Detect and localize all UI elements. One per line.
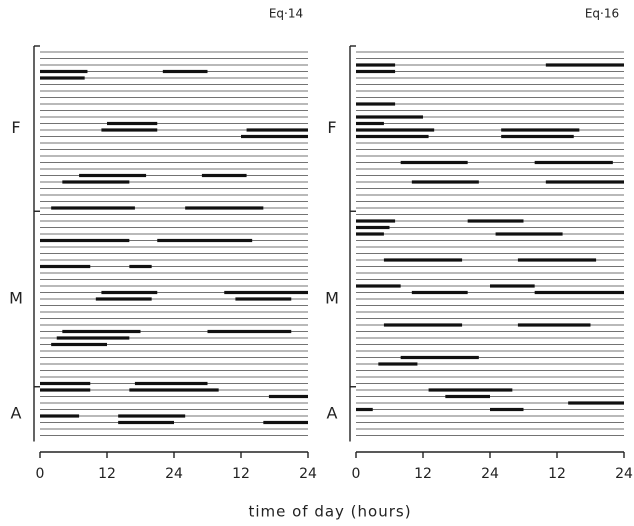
panel-title: Eq·14: [269, 7, 303, 21]
activity-bar: [383, 258, 463, 262]
activity-bar: [134, 381, 208, 386]
activity-bar: [383, 323, 463, 327]
month-label: F: [11, 118, 20, 137]
activity-bar: [356, 284, 401, 288]
activity-bar: [162, 69, 208, 74]
activity-bar: [246, 128, 308, 132]
activity-bar: [356, 225, 390, 230]
x-tick-label: 12: [414, 466, 432, 482]
activity-bar: [157, 238, 253, 243]
activity-bar: [467, 219, 524, 223]
activity-bar: [545, 63, 624, 67]
activity-bar: [268, 394, 308, 399]
activity-bar: [356, 134, 429, 139]
month-label: A: [11, 404, 22, 423]
activity-bar: [378, 362, 418, 366]
activity-bar: [129, 388, 219, 392]
activity-bar: [411, 180, 479, 184]
x-tick-label: 24: [481, 466, 499, 482]
activity-bar: [501, 128, 580, 132]
x-tick-label: 24: [299, 466, 317, 482]
activity-bar: [517, 323, 591, 327]
activity-bar: [224, 290, 308, 295]
x-tick-label: 12: [548, 466, 566, 482]
activity-bar: [241, 134, 308, 139]
activity-bar: [118, 420, 174, 425]
activity-bar: [356, 102, 396, 106]
activity-bar: [501, 134, 574, 139]
activity-bar: [62, 180, 130, 184]
activity-bar: [490, 407, 524, 412]
activity-bar: [534, 160, 613, 165]
activity-bar: [40, 69, 88, 74]
activity-bar: [40, 414, 80, 418]
activity-bar: [356, 219, 396, 223]
activity-bar: [534, 290, 624, 295]
activity-bar: [185, 206, 264, 210]
activity-bar: [445, 394, 490, 399]
x-tick-label: 12: [232, 466, 250, 482]
activity-bar: [40, 238, 130, 243]
activity-bar: [495, 232, 563, 236]
activity-bar: [207, 329, 292, 334]
activity-bar: [356, 63, 396, 67]
activity-bar: [356, 232, 384, 236]
activity-bar: [95, 297, 152, 301]
month-label: A: [327, 404, 338, 423]
activity-bar: [356, 69, 396, 74]
activity-bar: [400, 355, 479, 360]
activity-bar: [107, 121, 158, 126]
activity-bar: [51, 206, 135, 210]
activity-bar: [201, 173, 247, 178]
activity-bar: [101, 128, 158, 132]
activity-bar: [129, 264, 152, 269]
x-axis-label: time of day (hours): [248, 503, 411, 521]
activity-bar: [568, 401, 624, 405]
activity-bar: [263, 420, 308, 425]
x-tick-label: 0: [36, 466, 45, 482]
activity-bar: [40, 388, 91, 392]
activity-bar: [40, 264, 91, 269]
x-tick-label: 12: [98, 466, 116, 482]
activity-bar: [79, 173, 147, 178]
activity-bar: [356, 128, 435, 132]
month-label: F: [327, 118, 336, 137]
x-tick-label: 24: [165, 466, 183, 482]
month-label: M: [9, 289, 23, 308]
activity-bar: [356, 407, 373, 412]
activity-bar: [517, 258, 597, 262]
activity-bar: [428, 388, 513, 392]
activity-bar: [490, 284, 535, 288]
activity-bar: [235, 297, 292, 301]
activity-bar: [400, 160, 468, 165]
month-label: M: [325, 289, 339, 308]
activity-bar: [411, 290, 468, 295]
activity-bar: [40, 76, 85, 80]
activity-bar: [356, 115, 423, 119]
x-tick-label: 24: [615, 466, 633, 482]
activity-bar: [545, 180, 624, 184]
activity-bar: [118, 414, 186, 418]
activity-bar: [51, 342, 107, 347]
panel-title: Eq·16: [585, 7, 619, 21]
activity-bar: [101, 290, 158, 295]
activity-bar: [62, 329, 141, 334]
activity-bar: [56, 336, 130, 340]
activity-bar: [356, 121, 384, 126]
x-tick-label: 0: [352, 466, 361, 482]
activity-bar: [40, 381, 91, 386]
